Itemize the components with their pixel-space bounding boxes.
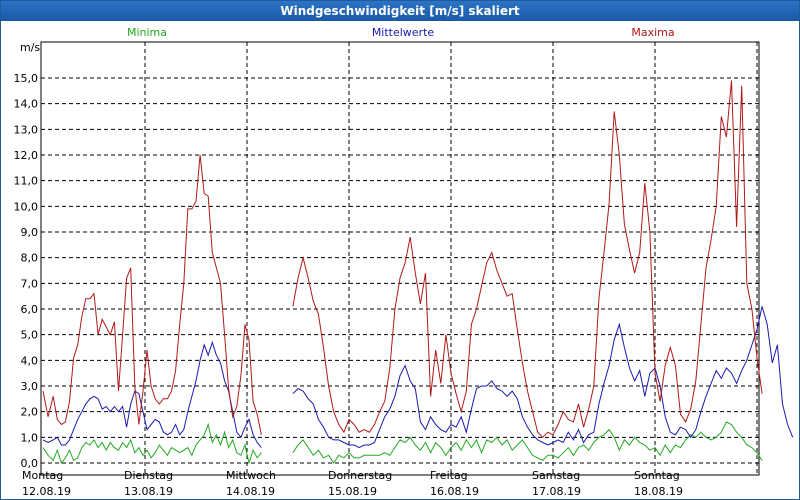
day-date-label: 17.08.19 [532,485,581,498]
y-tick-label: 13,0 [14,123,39,136]
wind-speed-chart: m/s Minima Mittelwerte Maxima 0,0 1,0 2,0 3… [14,26,794,498]
day-date-label: 15.08.19 [328,485,377,498]
y-tick-label: 5,0 [21,329,39,342]
day-date-label: 14.08.19 [226,485,275,498]
y-tick-label: 10,0 [14,200,39,213]
day-name-label: Sonntag [634,469,680,482]
day-name-label: Samstag [532,469,580,482]
day-date-label: 18.08.19 [634,485,683,498]
y-axis-unit: m/s [20,41,40,54]
day-date-label: 12.08.19 [22,485,71,498]
y-tick-label: 12,0 [14,149,39,162]
y-tick-label: 3,0 [21,380,39,393]
series-line-minima [42,422,262,465]
day-date-label: 13.08.19 [124,485,173,498]
y-tick-label: 0,0 [21,457,39,470]
day-name-label: Freitag [430,469,468,482]
day-name-label: Donnerstag [328,469,392,482]
y-tick-label: 6,0 [21,303,39,316]
day-name-label: Dienstag [124,469,173,482]
y-tick-label: 1,0 [21,431,39,444]
series-line-minima [292,421,763,464]
series-line-mittelwerte [42,340,262,448]
day-date-label: 16.08.19 [430,485,479,498]
y-tick-label: 8,0 [21,252,39,265]
y-tick-label: 9,0 [21,226,39,239]
y-tick-label: 2,0 [21,406,39,419]
series-line-maxima [42,154,262,435]
y-tick-label: 15,0 [14,72,39,85]
series-line-maxima [292,80,763,439]
legend-mittelwerte: Mittelwerte [372,26,435,39]
y-tick-label: 11,0 [14,175,39,188]
y-tick-label: 4,0 [21,354,39,367]
y-tick-label: 7,0 [21,277,39,290]
y-tick-label: 14,0 [14,98,39,111]
chart-title: Windgeschwindigkeit [m/s] skaliert [1,1,799,21]
series-line-mittelwerte [292,306,794,449]
day-name-label: Mittwoch [226,469,276,482]
legend-minima: Minima [127,26,167,39]
day-name-label: Montag [22,469,63,482]
legend-maxima: Maxima [631,26,674,39]
